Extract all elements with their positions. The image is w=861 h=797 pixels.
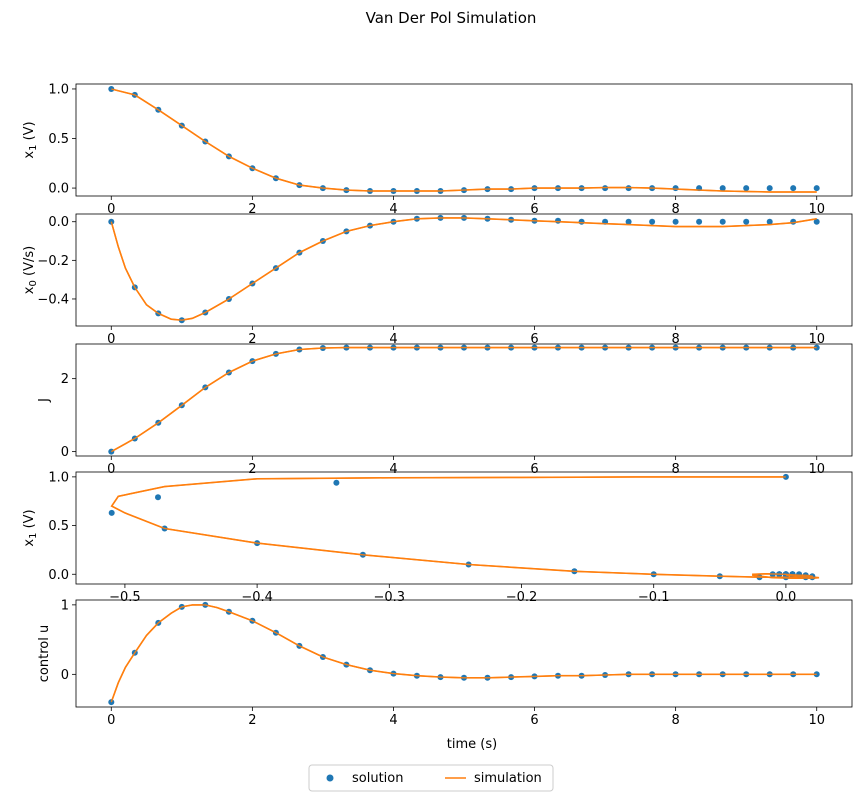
x-tick-label: 10 bbox=[808, 713, 825, 728]
y-tick-label: 1.0 bbox=[48, 82, 69, 97]
figure-title: Van Der Pol Simulation bbox=[366, 9, 537, 27]
subplot-5: 0 2 4 6 8 10 0 1 control u time (s) bbox=[37, 598, 853, 752]
y-tick-label: 0 bbox=[61, 668, 69, 683]
x-tick-label: 0 bbox=[107, 202, 115, 217]
x-tick-label: 0 bbox=[107, 462, 115, 477]
x-tick-label: 6 bbox=[530, 332, 538, 347]
y-tick-label: 0.5 bbox=[48, 132, 69, 147]
x-axis-label: time (s) bbox=[447, 737, 497, 752]
x-tick-label: 6 bbox=[530, 462, 538, 477]
solution-point bbox=[333, 479, 340, 486]
x-tick-label: −0.3 bbox=[374, 590, 406, 605]
simulation-line-overlay bbox=[111, 88, 817, 193]
solution-point bbox=[578, 218, 585, 225]
x-tick-label: −0.2 bbox=[506, 590, 538, 605]
y-axis-label: x0 (V/s) bbox=[22, 246, 39, 294]
x-tick-label: 2 bbox=[248, 713, 256, 728]
simulation-line-overlay bbox=[110, 346, 817, 453]
y-tick-label: 0.0 bbox=[48, 182, 69, 197]
legend-solution-label: solution bbox=[352, 771, 403, 786]
solution-point bbox=[672, 218, 679, 225]
solution-point bbox=[108, 509, 115, 516]
subplot-3: 0 2 4 6 8 10 0 2 J bbox=[37, 343, 853, 477]
solution-point bbox=[766, 218, 773, 225]
y-tick-label: 0 bbox=[61, 445, 69, 460]
y-axis-label: J bbox=[37, 398, 52, 403]
simulation-line bbox=[110, 476, 820, 579]
y-tick-label: −0.4 bbox=[37, 292, 69, 307]
y-axis-label: x1 (V) bbox=[22, 121, 39, 158]
x-tick-label: −0.1 bbox=[638, 590, 670, 605]
legend-simulation-label: simulation bbox=[474, 771, 542, 786]
x-tick-label: 2 bbox=[248, 202, 256, 217]
x-tick-label: 6 bbox=[530, 202, 538, 217]
axes-frame bbox=[75, 213, 853, 327]
solution-point bbox=[696, 218, 703, 225]
solution-point bbox=[719, 185, 726, 192]
x-tick-label: 0 bbox=[107, 332, 115, 347]
simulation-line bbox=[110, 346, 817, 453]
simulation-line bbox=[111, 88, 817, 193]
x-tick-label: 10 bbox=[808, 332, 825, 347]
y-tick-label: 2 bbox=[61, 372, 69, 387]
solution-point bbox=[813, 185, 820, 192]
axes-frame bbox=[75, 83, 853, 197]
x-tick-label: 4 bbox=[389, 332, 397, 347]
x-tick-label: 8 bbox=[671, 462, 679, 477]
legend-frame bbox=[308, 764, 554, 792]
x-tick-label: 8 bbox=[671, 202, 679, 217]
simulation-line bbox=[110, 217, 817, 322]
x-tick-label: −0.4 bbox=[241, 590, 273, 605]
y-tick-label: 0.5 bbox=[48, 519, 69, 534]
x-tick-label: 4 bbox=[389, 713, 397, 728]
solution-point bbox=[719, 218, 726, 225]
x-tick-label: 10 bbox=[808, 462, 825, 477]
y-tick-label: −0.2 bbox=[37, 254, 69, 269]
axes-frame bbox=[75, 343, 853, 457]
legend: solution simulation bbox=[308, 764, 554, 792]
y-tick-label: 0.0 bbox=[48, 215, 69, 230]
solution-point bbox=[743, 218, 750, 225]
simulation-line-overlay bbox=[110, 217, 817, 321]
x-tick-label: 8 bbox=[671, 332, 679, 347]
solution-point bbox=[155, 494, 161, 501]
simulation-line-overlay bbox=[110, 476, 820, 579]
x-tick-label: −0.5 bbox=[109, 590, 141, 605]
legend-solution-marker bbox=[326, 774, 334, 782]
solution-point bbox=[625, 218, 632, 225]
y-tick-label: 1 bbox=[61, 598, 69, 613]
y-axis-label: x1 (V) bbox=[22, 509, 39, 546]
solution-point bbox=[555, 217, 561, 224]
subplot-stack: 0 2 4 6 8 100.00.51.0x1 (V)0 2 4 6 8 100.0−0.2−0.4… bbox=[22, 82, 853, 752]
x-tick-label: 4 bbox=[389, 202, 397, 217]
x-tick-label: 0.0 bbox=[776, 590, 797, 605]
solution-point bbox=[672, 185, 679, 192]
axes-frame bbox=[75, 599, 853, 708]
axes-frame bbox=[75, 471, 853, 585]
y-axis-label: control u bbox=[37, 625, 52, 682]
y-tick-label: 0.0 bbox=[48, 568, 69, 583]
x-tick-label: 2 bbox=[248, 462, 256, 477]
x-tick-label: 10 bbox=[808, 202, 825, 217]
x-tick-label: 6 bbox=[530, 713, 538, 728]
solution-point bbox=[813, 218, 820, 225]
subplot-4: −0.5 −0.4 −0.3 −0.2 −0.1 0.0 0.0 0.5 1.0 x1 (V) bbox=[22, 470, 853, 605]
solution-point bbox=[649, 218, 656, 225]
solution-point bbox=[743, 185, 750, 192]
subplot-1: 0 2 4 6 8 10 0.0 0.5 1.0 x1 (V) bbox=[22, 82, 853, 217]
x-tick-label: 8 bbox=[671, 713, 679, 728]
solution-point bbox=[766, 185, 773, 192]
x-tick-label: 2 bbox=[248, 332, 256, 347]
subplot-2: 0 2 4 6 8 10 0.0 −0.2 −0.4x0 (V/s) bbox=[22, 213, 853, 347]
simulation-line bbox=[110, 604, 817, 703]
x-tick-label: 0 bbox=[107, 713, 115, 728]
x-tick-label: 4 bbox=[389, 462, 397, 477]
simulation-line-overlay bbox=[110, 604, 817, 703]
solution-point bbox=[790, 185, 797, 192]
y-tick-label: 1.0 bbox=[48, 470, 69, 485]
